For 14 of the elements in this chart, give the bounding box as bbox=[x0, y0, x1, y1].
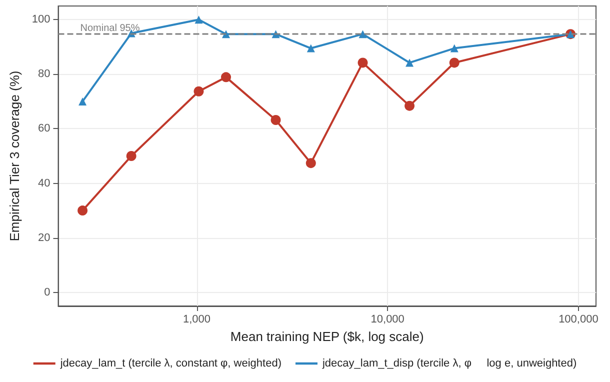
y-tick-label: 100 bbox=[32, 14, 50, 26]
y-tick-label: 80 bbox=[38, 68, 50, 80]
x-tick-label: 100,000 bbox=[558, 314, 598, 326]
x-tick-label: 10,000 bbox=[370, 314, 404, 326]
y-tick-label: 40 bbox=[38, 177, 50, 190]
x-tick-label: 1,000 bbox=[183, 314, 211, 326]
ref-line-label: Nominal 95% bbox=[80, 22, 140, 34]
legend-label: jdecay_lam_t (tercile λ, constant φ, weighted) bbox=[59, 358, 282, 370]
y-tick-label: 60 bbox=[38, 122, 50, 135]
x-axis-title: Mean training NEP ($k, log scale) bbox=[230, 328, 424, 344]
y-axis-title: Empirical Tier 3 coverage (%) bbox=[7, 70, 22, 242]
y-tick-label: 0 bbox=[44, 286, 50, 298]
y-tick-label: 20 bbox=[38, 232, 50, 244]
legend-label: jdecay_lam_t_disp (tercile λ, φ log e, unweighted) bbox=[321, 358, 577, 370]
